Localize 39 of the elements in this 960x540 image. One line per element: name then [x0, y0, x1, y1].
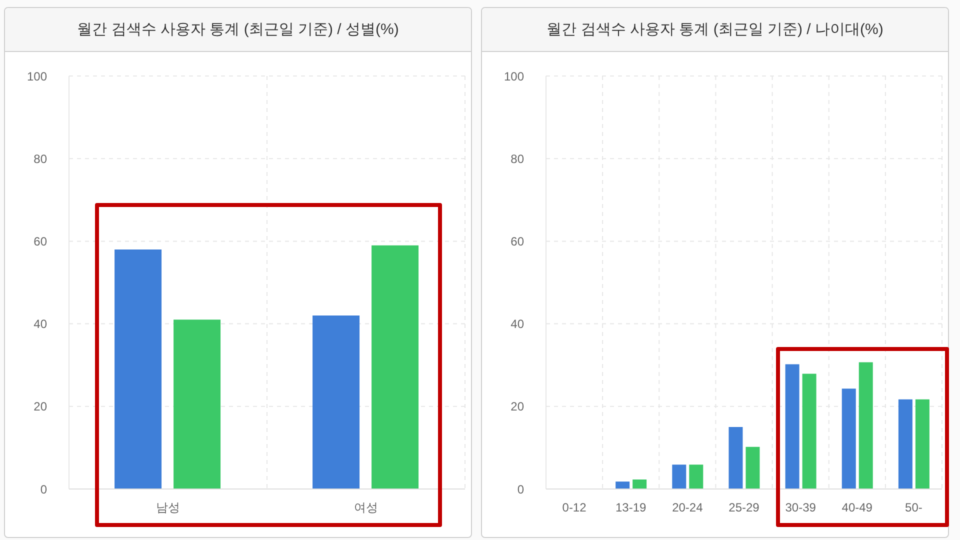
chart-title: 월간 검색수 사용자 통계 (최근일 기준) / 나이대(%) [482, 8, 948, 52]
bar [858, 362, 873, 489]
bar [672, 464, 686, 489]
y-tick-label: 0 [40, 482, 48, 496]
bar [898, 399, 912, 489]
x-tick-label: 13-19 [616, 500, 647, 515]
bar [312, 316, 360, 489]
y-tick-label: 60 [510, 234, 524, 248]
y-tick-label: 0 [517, 482, 524, 496]
y-tick-label: 20 [510, 400, 524, 414]
y-tick-label: 80 [34, 152, 48, 166]
bar [616, 482, 630, 489]
bar [802, 374, 816, 489]
y-tick-label: 40 [510, 317, 524, 332]
bar [746, 446, 760, 489]
bar [689, 464, 704, 489]
bar [728, 427, 743, 489]
bar [372, 245, 419, 489]
y-tick-label: 100 [504, 69, 524, 84]
x-tick-label: 40-49 [842, 500, 873, 515]
y-tick-label: 20 [34, 400, 48, 414]
x-tick-label: 0-12 [562, 500, 587, 515]
x-tick-label: 50- [905, 500, 922, 515]
bar [915, 399, 930, 489]
bar [114, 249, 162, 489]
bar [785, 364, 800, 489]
bar [174, 320, 221, 489]
x-tick-label: 20-24 [672, 500, 704, 515]
bar [632, 480, 647, 489]
bar [842, 388, 856, 489]
chart-title: 월간 검색수 사용자 통계 (최근일 기준) / 성별(%) [5, 8, 471, 52]
y-tick-label: 80 [510, 152, 524, 166]
y-tick-label: 100 [26, 69, 48, 84]
x-tick-label: 30-39 [785, 500, 816, 515]
x-tick-label: 남성 [156, 500, 180, 515]
x-tick-label: 여성 [354, 500, 378, 515]
x-tick-label: 25-29 [728, 500, 760, 515]
y-tick-label: 40 [34, 317, 48, 332]
y-tick-label: 60 [34, 234, 48, 248]
